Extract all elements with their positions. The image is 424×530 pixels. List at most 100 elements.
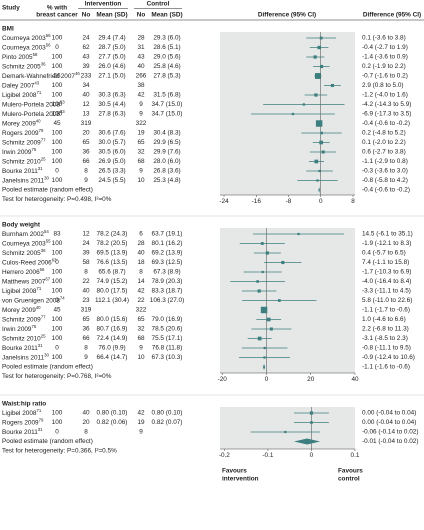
pct-value: 83	[53, 231, 61, 238]
section-title: Waist:hip ratio	[2, 401, 46, 408]
n-control: 38	[137, 82, 145, 89]
pct-value: 0	[55, 259, 59, 266]
n-intervention: 20	[82, 130, 90, 137]
n-intervention: 40	[82, 92, 90, 99]
ci-label: -4.0 (-16.4 to 8.4)	[362, 278, 411, 285]
study-ref: 71	[36, 408, 41, 413]
estimate-square	[265, 251, 269, 255]
study-name: Culos-Reed 2006	[2, 259, 52, 266]
n-intervention: 24	[82, 35, 90, 42]
pooled-label: Pooled estimate (random effect)	[2, 187, 93, 194]
study-ref: 55	[46, 33, 51, 38]
study-label: Courneya 200356	[2, 43, 51, 52]
ci-label: 0.2 (-4.8 to 5.2)	[362, 130, 406, 137]
estimate-square	[260, 242, 264, 245]
mean-control: 79.0 (16.9)	[152, 316, 183, 323]
estimate-square	[316, 179, 319, 182]
mean-intervention: 0.80 (0.10)	[97, 410, 128, 417]
study-label: Schmitz 200536	[2, 248, 46, 257]
mean-control: 78.9 (20.3)	[152, 278, 183, 285]
pct-value: 0	[55, 429, 59, 436]
ci-label: -4.2 (-14.3 to 5.9)	[362, 101, 411, 108]
mean-intervention: 30.5 (6.0)	[98, 149, 125, 156]
study-name: Janelsins 2011	[2, 354, 45, 361]
study-name: Rogers 2009	[2, 130, 39, 137]
study-name: Janelsins 2011	[2, 177, 45, 184]
mean-control: 31.5 (6.8)	[153, 92, 180, 99]
study-label: Demark-Wahnefried 200746	[2, 71, 80, 80]
pooled-diamond	[318, 187, 320, 193]
study-label: Schmitz 200977	[2, 138, 46, 147]
pct-value: 100	[52, 278, 63, 285]
ci-label: -1.1 (-1.6 to -0.6)	[362, 364, 410, 371]
study-label: Rogers 200979	[2, 128, 44, 137]
study-name: Irwin 2009	[2, 326, 32, 333]
pooled-diamond	[262, 364, 266, 370]
ci-label: 0.4 (-5.7 to 6.5)	[362, 250, 406, 257]
mean-intervention: 24.5 (5.5)	[98, 177, 125, 184]
study-label: Ligibel 200871	[2, 408, 42, 417]
study-label: Irwin 200975	[2, 147, 37, 156]
ci-label: -1.7 (-10.3 to 6.9)	[362, 269, 411, 276]
n-control: 42	[137, 410, 145, 417]
pct-value: 100	[52, 316, 63, 323]
study-name: von Gruenigen 2008	[2, 297, 60, 304]
ci-label: 0.00 (-0.04 to 0.04)	[362, 419, 416, 426]
study-ref: 55	[46, 239, 51, 244]
n-intervention: 39	[82, 63, 90, 70]
mean-intervention: 27.1 (5.0)	[98, 73, 125, 80]
estimate-square	[297, 232, 300, 236]
ci-label: -0.4 (-0.6 to -0.2)	[362, 120, 410, 127]
pct-value: 100	[52, 149, 63, 156]
study-name: Courneya 2003	[2, 240, 46, 247]
pct-value: 100	[52, 269, 63, 276]
n-intervention: 319	[81, 307, 92, 314]
ci-label: -0.4 (-2.7 to 1.9)	[362, 44, 408, 51]
pct-value: 0	[55, 297, 59, 304]
n-control: 43	[137, 54, 145, 61]
pct-value: 100	[52, 419, 63, 426]
x-tick-label: 0	[310, 452, 314, 459]
mean-control: 29.0 (5.6)	[153, 54, 180, 61]
ci-label: -3.3 (-11.1 to 4.5)	[362, 288, 411, 295]
mean-intervention: 74.9 (15.2)	[97, 278, 128, 285]
study-name: Schmitz 2009	[2, 316, 41, 323]
x-tick-label: -8	[286, 198, 292, 205]
ci-label: -0.06 (-0.14 to 0.02)	[362, 429, 418, 436]
ci-label: -0.7 (-1.6 to 0.2)	[362, 73, 408, 80]
study-ref: 79	[39, 128, 44, 133]
n-control: 6	[139, 231, 143, 238]
study-name: Schmitz 2010	[2, 335, 41, 342]
study-ref: 75	[32, 324, 37, 329]
study-name: Irwin 2009	[2, 149, 32, 156]
n-control: 32	[137, 326, 145, 333]
study-label: Matthews 200767	[2, 277, 51, 286]
mean-control: 63.7 (19.1)	[152, 231, 183, 238]
mean-intervention: 66.4 (14.7)	[97, 354, 128, 361]
ci-label: -0.4 (-0.6 to -0.2)	[362, 187, 410, 194]
n-intervention: 23	[82, 297, 90, 304]
mean-control: 76.8 (11.8)	[152, 345, 182, 352]
study-ref: 79	[39, 418, 44, 423]
favours-right: control	[338, 476, 360, 483]
study-name: Schmitz 2005	[2, 63, 41, 70]
study-name: Mulero-Portela 2008	[2, 111, 60, 118]
ci-label: -0.01 (-0.04 to 0.02)	[362, 438, 418, 445]
study-name: Pinto 2005	[2, 54, 33, 61]
study-ref: 31	[38, 427, 43, 432]
pooled-diamond	[294, 438, 321, 445]
study-name: Bourke 2011	[2, 168, 38, 175]
study-label: Morey 200940	[2, 119, 41, 128]
header-pct: % with	[47, 5, 67, 12]
header-mean: Mean (SD)	[151, 12, 182, 19]
n-intervention: 9	[84, 177, 88, 184]
study-name: Daley 2007	[2, 82, 35, 89]
study-ref: 25	[41, 157, 46, 162]
ci-label: -1.9 (-12.1 to 8.3)	[362, 240, 411, 247]
estimate-square	[318, 169, 321, 173]
study-label: Mulero-Portela 200823	[2, 100, 65, 109]
estimate-square	[266, 317, 271, 322]
study-label: Ligibel 200871	[2, 286, 42, 295]
study-label: Burnham 200254	[2, 229, 49, 238]
